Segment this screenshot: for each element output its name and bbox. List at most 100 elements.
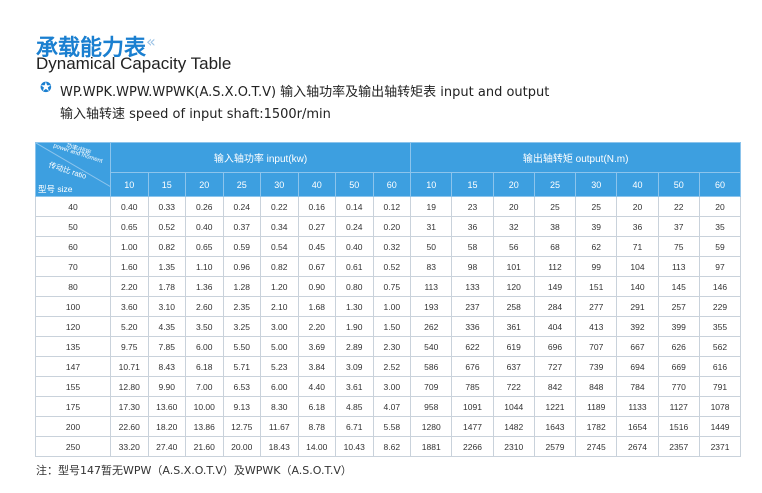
power-cell: 27.40 [147,436,186,457]
torque-cell: 50 [410,236,453,257]
power-cell: 3.84 [297,356,336,377]
torque-cell: 262 [410,316,453,337]
torque-cell: 404 [533,316,577,337]
header-row: 功率/扭矩 power and moment 传动比 ratio 型号 size… [35,142,742,197]
ratio-label: 20 [185,172,224,197]
data-row: 250 33.20 27.40 21.60 20.00 18.43 14.00 10.43 8.… [35,436,742,457]
torque-cell: 791 [698,376,742,397]
size-cell: 60 [35,236,111,257]
power-cell: 0.52 [147,216,186,237]
power-cell: 13.60 [147,396,186,417]
torque-cell: 257 [657,296,700,317]
power-cell: 2.89 [335,336,374,357]
torque-cell: 1516 [657,416,700,437]
torque-cell: 83 [410,256,453,277]
size-cell: 147 [35,356,111,377]
power-cell: 6.53 [222,376,261,397]
power-cell: 1.10 [185,256,224,277]
torque-cell: 637 [492,356,535,377]
power-cell: 0.37 [222,216,261,237]
torque-cell: 101 [492,256,535,277]
torque-cell: 355 [698,316,742,337]
torque-cell: 20 [492,196,535,217]
torque-cell: 22 [657,196,700,217]
power-cell: 7.85 [147,336,186,357]
power-cell: 0.40 [185,216,224,237]
power-cell: 3.00 [372,376,412,397]
torque-cell: 707 [575,336,618,357]
power-cell: 0.16 [297,196,336,217]
size-cell: 175 [35,396,111,417]
power-cell: 18.20 [147,416,186,437]
power-cell: 2.60 [185,296,224,317]
size-cell: 70 [35,256,111,277]
power-cell: 18.43 [260,436,299,457]
power-cell: 13.86 [185,416,224,437]
power-cell: 1.36 [185,276,224,297]
torque-cell: 848 [575,376,618,397]
torque-cell: 277 [575,296,618,317]
power-cell: 5.20 [110,316,149,337]
torque-cell: 2745 [575,436,618,457]
torque-cell: 38 [533,216,577,237]
torque-cell: 1078 [698,396,742,417]
power-cell: 8.78 [297,416,336,437]
power-cell: 0.45 [297,236,336,257]
torque-cell: 696 [533,336,577,357]
torque-cell: 392 [616,316,659,337]
torque-cell: 62 [575,236,618,257]
output-header: 输出轴转矩 output(N.m) [410,142,742,173]
size-cell: 80 [35,276,111,297]
torque-cell: 1449 [698,416,742,437]
size-cell: 250 [35,436,111,457]
size-cell: 120 [35,316,111,337]
size-cell: 155 [35,376,111,397]
heading-line: WP.WPK.WPW.WPWK(A.S.X.O.T.V) 输入轴功率及输出轴转矩… [60,85,550,100]
torque-cell: 104 [616,256,659,277]
ratio-label: 20 [492,172,535,197]
torque-cell: 842 [533,376,577,397]
power-cell: 4.40 [297,376,336,397]
torque-cell: 20 [616,196,659,217]
torque-cell: 739 [575,356,618,377]
torque-cell: 39 [575,216,618,237]
power-cell: 0.22 [260,196,299,217]
power-cell: 9.75 [110,336,149,357]
data-row: 147 10.71 8.43 6.18 5.71 5.23 3.84 3.09 2.52 586 6… [35,356,742,377]
power-cell: 6.18 [185,356,224,377]
power-cell: 14.00 [297,436,336,457]
power-cell: 1.60 [110,256,149,277]
power-cell: 3.25 [222,316,261,337]
torque-cell: 35 [698,216,742,237]
torque-cell: 31 [410,216,453,237]
power-cell: 1.68 [297,296,336,317]
ratio-label: 30 [260,172,299,197]
power-cell: 0.20 [372,216,412,237]
size-cell: 200 [35,416,111,437]
power-cell: 0.54 [260,236,299,257]
power-cell: 2.35 [222,296,261,317]
power-cell: 3.10 [147,296,186,317]
torque-cell: 722 [492,376,535,397]
torque-cell: 1654 [616,416,659,437]
torque-cell: 727 [533,356,577,377]
torque-cell: 1133 [616,396,659,417]
power-cell: 0.82 [147,236,186,257]
power-cell: 21.60 [185,436,224,457]
subtitle: Dynamical Capacity Table [36,54,232,73]
ratio-label: 15 [147,172,186,197]
ratio-label: 60 [698,172,742,197]
torque-cell: 2266 [451,436,494,457]
size-cell: 100 [35,296,111,317]
torque-cell: 112 [533,256,577,277]
power-cell: 2.20 [297,316,336,337]
torque-cell: 1643 [533,416,577,437]
power-cell: 12.75 [222,416,261,437]
power-cell: 0.96 [222,256,261,277]
torque-cell: 36 [451,216,494,237]
torque-cell: 37 [657,216,700,237]
torque-cell: 1280 [410,416,453,437]
power-cell: 0.80 [335,276,374,297]
data-row: 40 0.40 0.33 0.26 0.24 0.22 0.16 0.14 0.12 19 23 20… [35,196,742,217]
